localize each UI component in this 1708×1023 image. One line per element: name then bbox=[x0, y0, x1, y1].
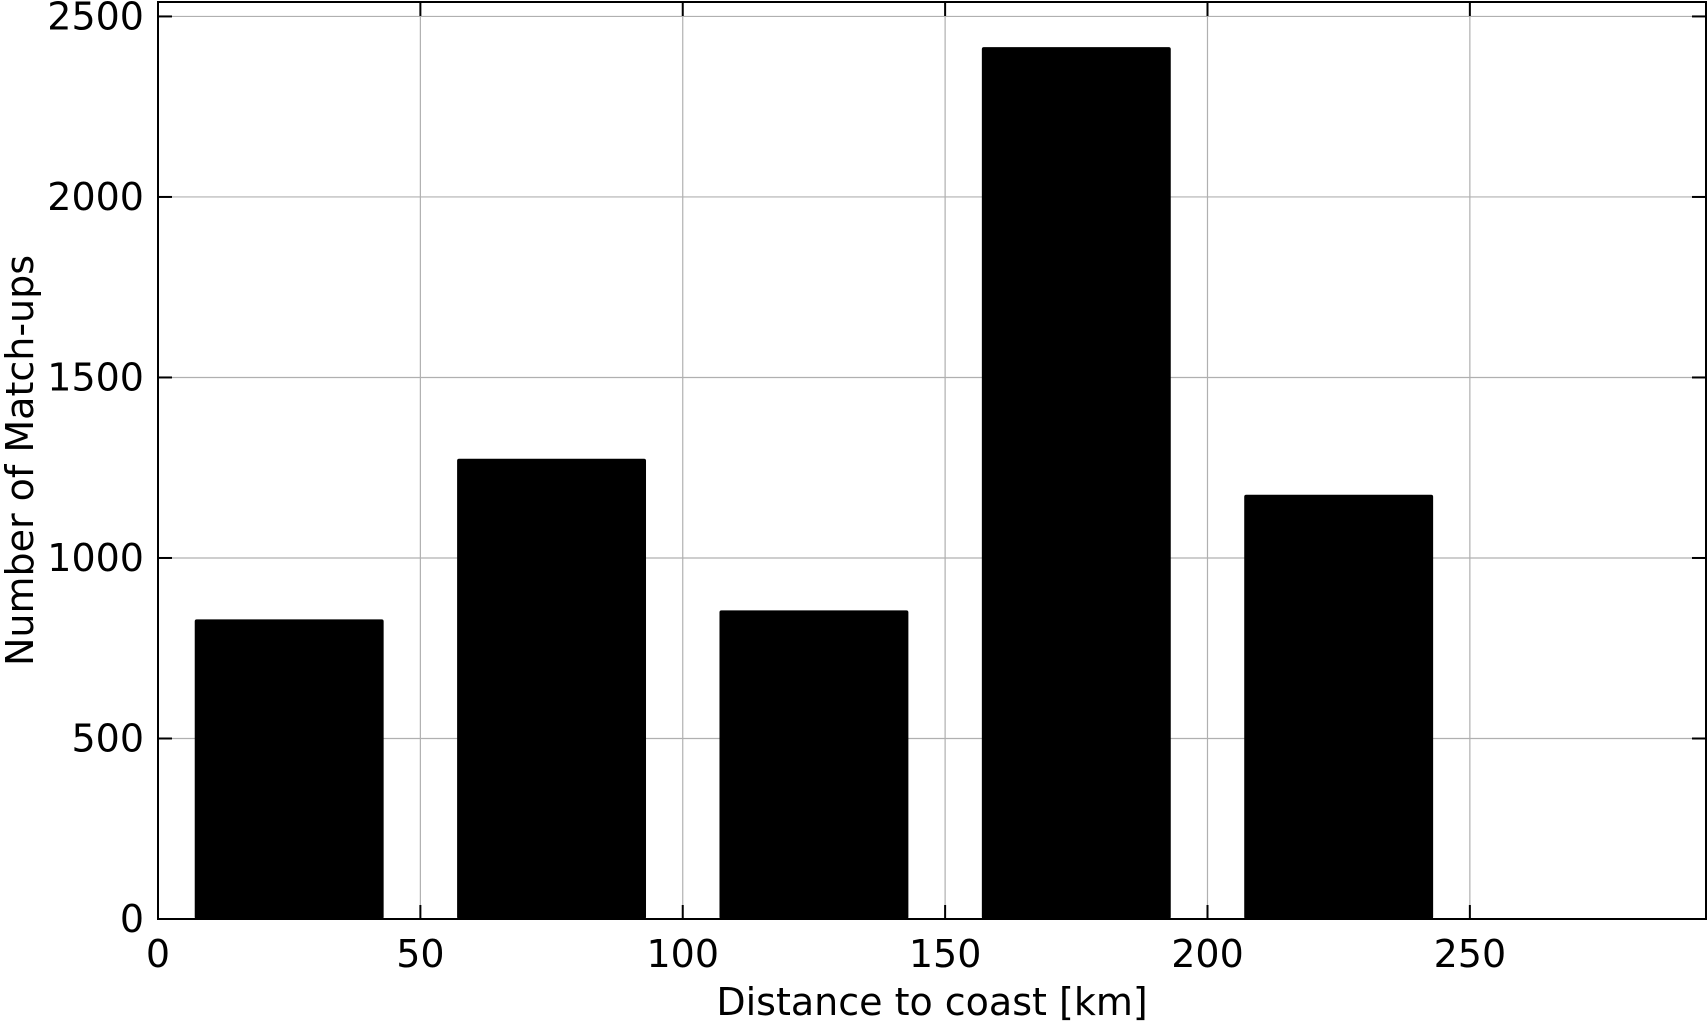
bar-5 bbox=[1244, 494, 1434, 919]
y-tick-label: 1000 bbox=[47, 536, 144, 580]
bar-2 bbox=[457, 458, 647, 919]
grid-lines bbox=[158, 2, 1706, 919]
x-tick-label: 50 bbox=[396, 932, 444, 976]
y-tick-label: 1500 bbox=[47, 355, 144, 399]
x-tick-label: 150 bbox=[909, 932, 982, 976]
plot-frame bbox=[157, 1, 1707, 920]
y-tick-label: 2500 bbox=[47, 0, 144, 38]
y-axis-label: Number of Match-ups bbox=[0, 255, 42, 666]
y-tick-label: 500 bbox=[71, 716, 144, 760]
y-tick-label: 2000 bbox=[47, 175, 144, 219]
bar-3 bbox=[719, 610, 909, 919]
y-tick-labels: 0 500 1000 1500 2000 2500 bbox=[47, 0, 144, 941]
bars-group bbox=[194, 47, 1434, 920]
bar-4 bbox=[981, 47, 1171, 920]
x-tick-labels: 0 50 100 150 200 250 bbox=[146, 932, 1506, 976]
bar-1 bbox=[194, 619, 384, 919]
x-tick-label: 200 bbox=[1171, 932, 1244, 976]
axis-ticks bbox=[157, 2, 1706, 920]
x-tick-label: 250 bbox=[1434, 932, 1507, 976]
x-tick-label: 0 bbox=[146, 932, 170, 976]
y-tick-label: 0 bbox=[120, 897, 144, 941]
x-axis-label: Distance to coast [km] bbox=[716, 980, 1147, 1023]
x-tick-label: 100 bbox=[646, 932, 719, 976]
